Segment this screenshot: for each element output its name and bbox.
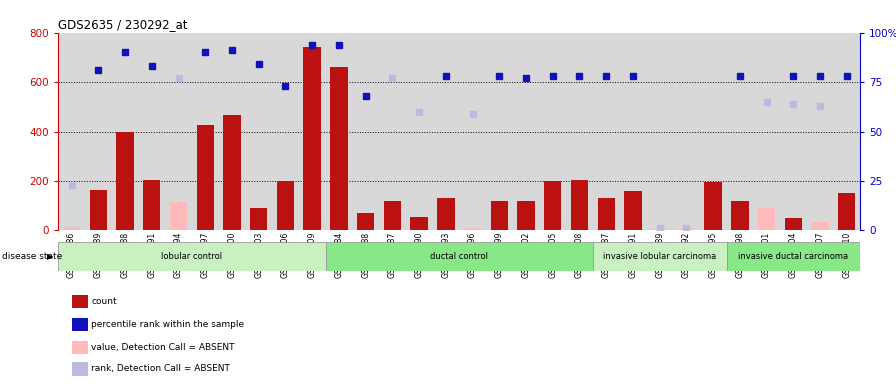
Bar [196, 125, 214, 230]
Text: count: count [91, 297, 117, 306]
Bar [116, 131, 134, 230]
Bar [325, 242, 593, 271]
Bar [486, 33, 513, 230]
Text: invasive lobular carcinoma: invasive lobular carcinoma [603, 252, 716, 261]
Bar [379, 33, 406, 230]
Bar [138, 33, 165, 230]
Bar [433, 33, 460, 230]
Bar [646, 33, 673, 230]
Bar [619, 33, 646, 230]
Bar [58, 242, 325, 271]
Bar [272, 33, 299, 230]
Bar [593, 33, 620, 230]
Text: ductal control: ductal control [430, 252, 488, 261]
Bar [352, 33, 379, 230]
Bar [165, 33, 192, 230]
Bar [304, 48, 321, 230]
Bar [112, 33, 138, 230]
Bar [63, 227, 81, 230]
Bar [785, 218, 802, 230]
Bar [517, 201, 535, 230]
Bar [731, 201, 748, 230]
Bar [90, 190, 107, 230]
Bar [513, 33, 539, 230]
Bar [727, 33, 754, 230]
Bar [383, 201, 401, 230]
Bar [246, 33, 272, 230]
Bar [250, 208, 267, 230]
Bar [544, 181, 562, 230]
Bar [357, 213, 375, 230]
Bar [219, 33, 246, 230]
Bar [780, 33, 806, 230]
Bar [833, 33, 860, 230]
Text: lobular control: lobular control [161, 252, 222, 261]
Bar [727, 242, 860, 271]
Bar [754, 33, 780, 230]
Bar [325, 33, 352, 230]
Bar [437, 198, 454, 230]
Text: disease state: disease state [2, 252, 62, 261]
Text: rank, Detection Call = ABSENT: rank, Detection Call = ABSENT [91, 364, 230, 373]
Bar [299, 33, 325, 230]
Bar [85, 33, 112, 230]
Text: ▶: ▶ [47, 252, 54, 261]
Bar [625, 191, 642, 230]
Bar [192, 33, 219, 230]
Bar [406, 33, 433, 230]
Bar [566, 33, 593, 230]
Bar [491, 201, 508, 230]
Bar [677, 228, 695, 230]
Text: percentile rank within the sample: percentile rank within the sample [91, 320, 245, 329]
Bar [571, 180, 588, 230]
Bar [539, 33, 566, 230]
Bar [673, 33, 700, 230]
Bar [464, 228, 481, 230]
Bar [593, 242, 727, 271]
Bar [331, 67, 348, 230]
Bar [460, 33, 486, 230]
Bar [651, 229, 668, 230]
Bar [277, 181, 294, 230]
Bar [410, 217, 427, 230]
Bar [223, 116, 241, 230]
Text: value, Detection Call = ABSENT: value, Detection Call = ABSENT [91, 343, 235, 352]
Bar [758, 208, 775, 230]
Bar [704, 182, 722, 230]
Text: GDS2635 / 230292_at: GDS2635 / 230292_at [58, 18, 188, 31]
Text: invasive ductal carcinoma: invasive ductal carcinoma [738, 252, 849, 261]
Bar [58, 33, 85, 230]
Bar [806, 33, 833, 230]
Bar [170, 202, 187, 230]
Bar [700, 33, 727, 230]
Bar [838, 193, 856, 230]
Bar [143, 180, 160, 230]
Bar [598, 198, 615, 230]
Bar [812, 222, 829, 230]
